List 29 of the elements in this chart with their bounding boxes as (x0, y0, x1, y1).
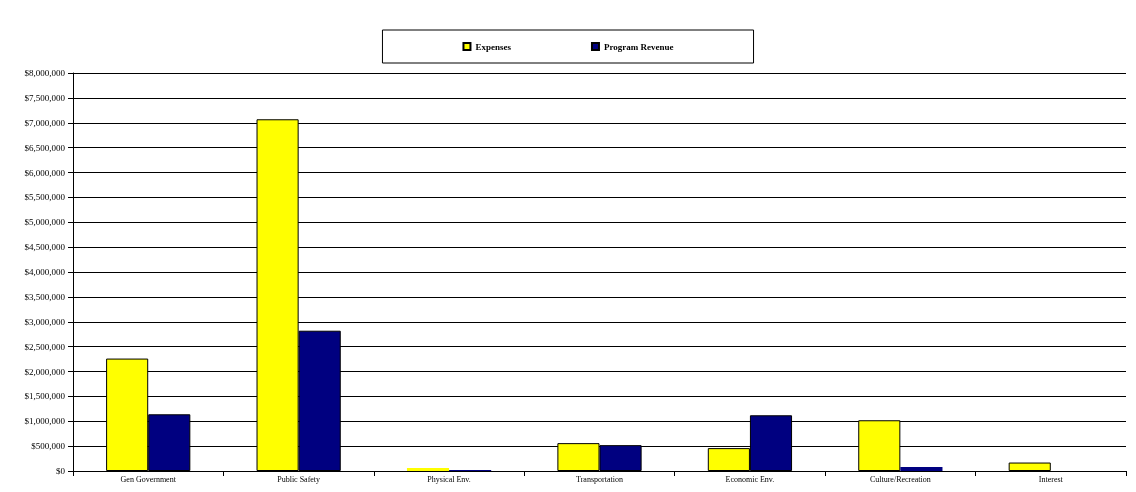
y-tick-label: $2,500,000 (24, 341, 66, 352)
y-tick-label: $3,000,000 (24, 316, 66, 327)
x-tick-label: Physical Env. (427, 474, 471, 484)
y-tick-label: $6,500,000 (24, 142, 66, 153)
y-tick-label: $0 (56, 466, 66, 476)
bar (900, 467, 943, 471)
x-tick-label: Gen Government (120, 474, 177, 484)
y-tick-label: $5,000,000 (24, 217, 66, 228)
bar (1008, 462, 1051, 471)
y-tick-label: $1,500,000 (24, 391, 66, 402)
y-tick-label: $2,000,000 (24, 366, 66, 377)
legend-label: Program Revenue (603, 41, 674, 52)
y-tick-label: $7,000,000 (24, 117, 66, 128)
y-tick-label: $3,500,000 (24, 291, 66, 302)
y-tick-label: $500,000 (31, 441, 66, 452)
x-tick-label: Economic Env. (725, 474, 775, 484)
x-tick-label: Public Safety (277, 474, 321, 484)
y-tick-label: $4,500,000 (24, 242, 66, 253)
y-tick-label: $6,000,000 (24, 167, 66, 178)
legend-label: Expenses (475, 41, 512, 52)
x-tick-label: Transportation (576, 474, 623, 484)
y-tick-label: $8,000,000 (24, 68, 66, 78)
x-tick-label: Interest (1038, 474, 1064, 484)
y-tick-label: $1,000,000 (24, 416, 66, 427)
y-tick-label: $7,500,000 (24, 92, 66, 103)
y-tick-label: $4,000,000 (24, 267, 66, 277)
bar (406, 468, 450, 471)
y-tick-label: $5,500,000 (24, 192, 66, 203)
x-tick-label: Culture/Recreation (869, 474, 931, 484)
